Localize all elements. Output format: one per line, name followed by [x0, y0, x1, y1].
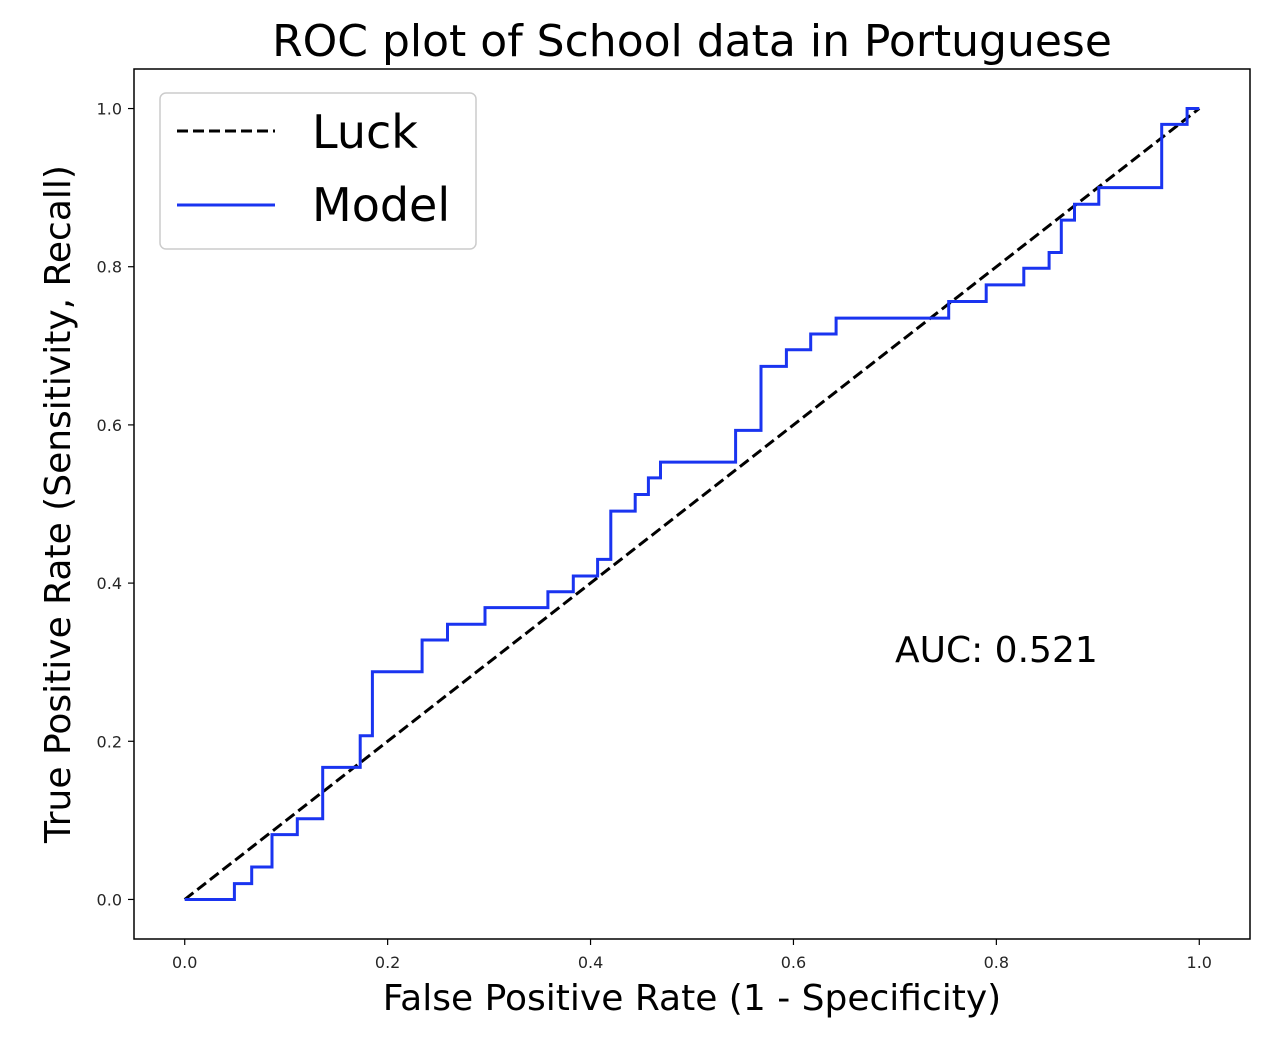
y-tick-label: 0.0	[97, 890, 122, 909]
chart-title: ROC plot of School data in Portuguese	[272, 16, 1112, 67]
x-tick-label: 1.0	[1187, 953, 1212, 972]
legend: Luck Model	[159, 92, 477, 250]
x-tick-label: 0.4	[578, 953, 603, 972]
series-layer	[183, 107, 1201, 901]
x-tick-label: 0.0	[172, 953, 197, 972]
y-tick-label: 1.0	[97, 100, 122, 119]
legend-box	[159, 92, 477, 250]
x-tick-label: 0.6	[781, 953, 806, 972]
y-tick-label: 0.4	[97, 574, 122, 593]
y-tick-label: 0.6	[97, 416, 122, 435]
legend-label-luck: Luck	[312, 105, 418, 159]
x-tick-label: 0.2	[375, 953, 400, 972]
y-tick-label: 0.8	[97, 258, 122, 277]
x-axis-title: False Positive Rate (1 - Specificity)	[383, 978, 1001, 1019]
legend-label-model: Model	[312, 178, 450, 232]
auc-annotation: AUC: 0.521	[895, 630, 1098, 671]
y-axis-ticks: 0.0 0.2 0.4 0.6 0.8 1.0	[97, 100, 134, 909]
x-tick-label: 0.8	[984, 953, 1009, 972]
x-axis-ticks: 0.0 0.2 0.4 0.6 0.8 1.0	[172, 939, 1212, 972]
y-axis-title: True Positive Rate (Sensitivity, Recall)	[38, 165, 79, 844]
y-tick-label: 0.2	[97, 732, 122, 751]
series-line-model	[184, 107, 1200, 901]
